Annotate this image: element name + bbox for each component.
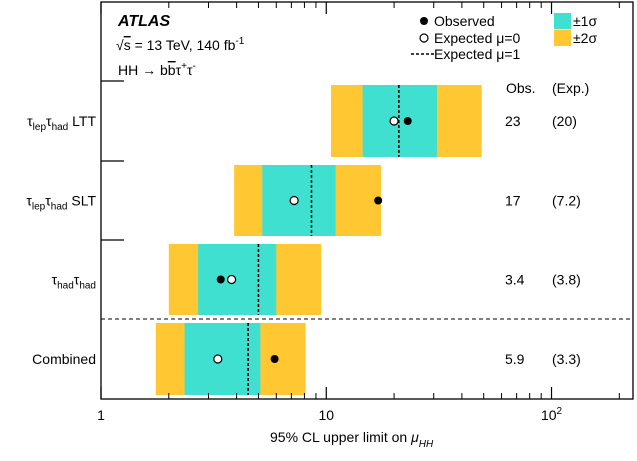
category-label: Combined <box>32 351 96 367</box>
experiment-label: ATLAS <box>117 13 170 30</box>
category-label: τlepτhad LTT <box>27 113 96 133</box>
exp-value: (3.3) <box>552 351 581 367</box>
observed-marker <box>216 275 225 284</box>
category-row <box>155 323 306 395</box>
legend-observed-label: Observed <box>434 13 495 29</box>
category-label: τhadτhad <box>52 272 96 292</box>
observed-marker <box>403 117 412 125</box>
legend-expected-mu0-marker <box>419 33 429 43</box>
energy-value: = 13 TeV, 140 fb <box>131 37 236 53</box>
sqrt-symbol: √ <box>116 37 124 53</box>
category-row <box>234 165 383 236</box>
x-axis-label-subscript: HH <box>419 439 434 450</box>
process-label: HH → bbτ+τ- <box>118 61 196 78</box>
x-axis-label-text: 95% CL upper limit on <box>270 429 411 445</box>
luminosity-exponent: -1 <box>235 36 244 47</box>
category-row <box>331 85 482 157</box>
legend: Observed Expected μ=0 Expected μ=1 ±1σ ±… <box>411 13 597 62</box>
x-tick-label: 10 <box>318 407 334 423</box>
obs-column-header: Obs. <box>506 80 536 96</box>
process-tau2: τ <box>187 62 193 78</box>
process-lead: HH → b <box>118 62 168 78</box>
exp-value: (3.8) <box>552 272 581 288</box>
obs-value: 3.4 <box>505 272 525 288</box>
obs-value: 17 <box>505 193 521 209</box>
x-axis: 1 10 102 <box>97 2 620 423</box>
x-tick-label: 102 <box>541 406 563 423</box>
category-label: τlepτhad SLT <box>26 193 96 213</box>
legend-expected-mu1-label: Expected μ=1 <box>434 46 521 62</box>
legend-sigma2-swatch <box>554 30 571 46</box>
legend-sigma1-label: ±1σ <box>573 13 597 29</box>
exp-column-header: (Exp.) <box>552 80 589 96</box>
process-tau2-charge: - <box>193 61 196 72</box>
legend-expected-mu0-label: Expected μ=0 <box>434 30 521 46</box>
x-tick-label: 1 <box>97 407 105 423</box>
legend-sigma1-swatch <box>554 13 571 29</box>
category-row <box>168 244 322 315</box>
band-1sigma <box>262 165 336 236</box>
process-bbar: b <box>168 62 176 78</box>
process-tau1: τ <box>176 62 182 78</box>
plot-layer <box>155 85 482 395</box>
plot-frame <box>100 1 634 400</box>
process-tau1-charge: + <box>181 61 187 72</box>
energy-label: √s = 13 TeV, 140 fb-1 <box>116 36 245 53</box>
band-1sigma <box>198 244 277 315</box>
legend-sigma2-label: ±2σ <box>573 30 597 46</box>
expected-mu0-marker <box>289 195 299 206</box>
sqrt-s: s <box>124 37 131 53</box>
obs-value: 23 <box>505 113 521 129</box>
expected-mu0-marker <box>389 116 399 126</box>
obs-value: 5.9 <box>505 351 525 367</box>
expected-mu0-marker <box>227 274 237 285</box>
observed-marker <box>374 196 383 205</box>
legend-observed-marker <box>420 17 428 25</box>
exp-value: (7.2) <box>552 193 581 209</box>
x-axis-label: 95% CL upper limit on μHH <box>270 429 434 450</box>
observed-marker <box>270 355 279 363</box>
band-1sigma <box>362 85 437 157</box>
band-1sigma <box>184 323 261 395</box>
exp-value: (20) <box>552 113 577 129</box>
x-axis-label-symbol: μ <box>410 429 419 445</box>
expected-mu0-marker <box>213 354 223 364</box>
